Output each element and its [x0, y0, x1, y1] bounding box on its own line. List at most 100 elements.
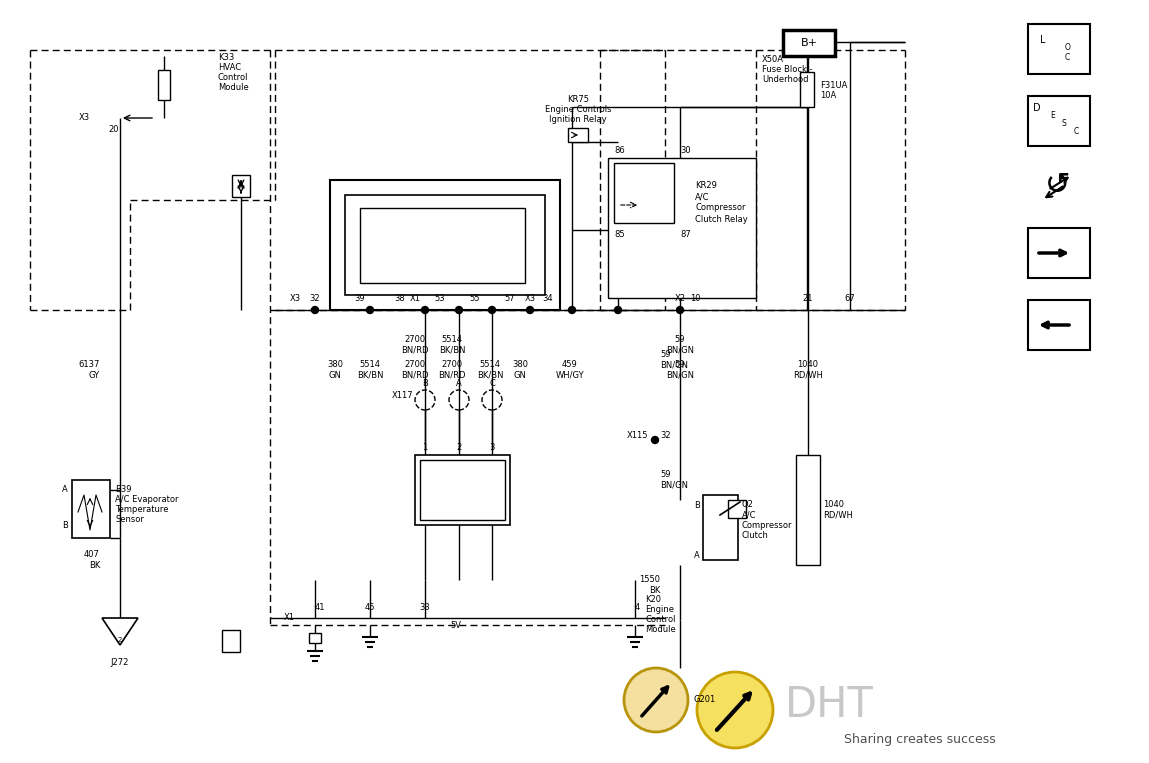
Text: 1550
BK: 1550 BK: [639, 575, 660, 594]
Text: 4: 4: [635, 603, 640, 612]
Circle shape: [624, 668, 688, 732]
Text: 85: 85: [614, 230, 625, 239]
Text: Clutch Relay: Clutch Relay: [695, 214, 748, 224]
Text: A: A: [62, 485, 68, 494]
Text: C: C: [489, 379, 495, 388]
Text: 2700
BN/RD: 2700 BN/RD: [401, 335, 429, 355]
Text: 1040
RD/WH: 1040 RD/WH: [793, 360, 823, 380]
Text: 39: 39: [355, 294, 365, 303]
Bar: [345, 195, 545, 295]
Text: B+: B+: [801, 38, 817, 48]
Text: X115: X115: [626, 430, 648, 439]
Text: Underhood: Underhood: [762, 76, 809, 85]
Text: E: E: [1050, 111, 1055, 121]
Text: Module: Module: [645, 626, 676, 635]
Text: 407
BK: 407 BK: [84, 550, 100, 570]
Text: 2700
BN/RD: 2700 BN/RD: [401, 360, 429, 380]
Circle shape: [569, 307, 576, 314]
Text: A: A: [694, 550, 700, 559]
Text: Engine Controls: Engine Controls: [545, 105, 611, 114]
Text: A: A: [456, 379, 462, 388]
Bar: [796, 455, 820, 565]
Text: X1: X1: [284, 613, 295, 623]
Text: Temperature: Temperature: [115, 506, 169, 514]
Bar: [1028, 96, 1090, 146]
Text: 34: 34: [542, 294, 554, 303]
Text: Q2: Q2: [742, 501, 754, 510]
Circle shape: [422, 307, 429, 314]
Bar: [232, 175, 250, 197]
Text: S: S: [1062, 120, 1066, 128]
Text: 33: 33: [419, 603, 431, 612]
Circle shape: [455, 307, 463, 314]
Circle shape: [488, 307, 495, 314]
Text: X3: X3: [79, 114, 90, 123]
Text: 59
BN/GN: 59 BN/GN: [666, 360, 694, 380]
Text: A/C Evaporator: A/C Evaporator: [115, 495, 178, 504]
Text: 459
WH/GY: 459 WH/GY: [556, 360, 585, 380]
Circle shape: [697, 672, 773, 748]
Bar: [330, 180, 560, 310]
Text: 5514
BK/BN: 5514 BK/BN: [356, 360, 384, 380]
Text: J272: J272: [110, 658, 129, 667]
Text: B39: B39: [115, 485, 131, 494]
Text: C: C: [1074, 127, 1079, 137]
Text: 380
GN: 380 GN: [512, 360, 529, 380]
Text: 10A: 10A: [820, 91, 836, 99]
Bar: [72, 480, 110, 538]
Text: Module: Module: [218, 83, 248, 92]
Text: 5514
BK/BN: 5514 BK/BN: [477, 360, 503, 380]
Text: Ignition Relay: Ignition Relay: [549, 115, 607, 124]
Text: Clutch: Clutch: [742, 530, 769, 539]
Text: 67: 67: [845, 294, 855, 303]
Text: 30: 30: [680, 146, 691, 155]
Text: C: C: [1065, 53, 1070, 63]
Text: B: B: [62, 520, 68, 530]
Bar: [421, 460, 506, 520]
Text: L: L: [1040, 35, 1046, 45]
Bar: [614, 163, 674, 223]
Text: Sharing creates success: Sharing creates success: [845, 733, 996, 746]
Text: B: B: [422, 379, 427, 388]
Circle shape: [367, 307, 373, 314]
Text: 86: 86: [614, 146, 625, 155]
Text: KR75: KR75: [566, 95, 589, 105]
Text: 2700
BN/RD: 2700 BN/RD: [438, 360, 465, 380]
Circle shape: [311, 307, 318, 314]
Text: 1: 1: [423, 443, 427, 452]
Text: 59
BN/GN: 59 BN/GN: [660, 470, 688, 490]
Circle shape: [615, 307, 622, 314]
Text: 59
BN/GN: 59 BN/GN: [660, 350, 688, 370]
Text: O: O: [1065, 43, 1071, 53]
Bar: [1028, 228, 1090, 278]
Text: K33: K33: [218, 53, 234, 63]
Text: 380
GN: 380 GN: [327, 360, 344, 380]
Text: G201: G201: [693, 696, 715, 704]
Text: X50A: X50A: [762, 56, 784, 65]
Text: 21: 21: [803, 294, 813, 303]
Text: Fuse Block -: Fuse Block -: [762, 66, 812, 75]
Text: Engine: Engine: [645, 606, 674, 614]
Bar: [782, 30, 835, 56]
Text: 1040
RD/WH: 1040 RD/WH: [823, 501, 853, 520]
Text: A/C: A/C: [695, 192, 709, 201]
Text: 53: 53: [434, 294, 446, 303]
Text: 5514
BK/BN: 5514 BK/BN: [439, 335, 465, 355]
Bar: [800, 72, 813, 107]
Text: X117: X117: [392, 391, 412, 400]
Bar: [360, 208, 525, 283]
Text: 32: 32: [310, 294, 321, 303]
Text: X1: X1: [409, 294, 421, 303]
Text: B: B: [694, 501, 700, 510]
Text: 38: 38: [394, 294, 406, 303]
Bar: [222, 630, 240, 652]
Text: D: D: [1033, 103, 1041, 113]
Bar: [309, 633, 321, 643]
Text: X3: X3: [290, 294, 301, 303]
Polygon shape: [102, 618, 138, 645]
Bar: [159, 70, 170, 100]
Text: 32: 32: [660, 430, 671, 439]
Bar: [703, 495, 738, 560]
Bar: [415, 455, 510, 525]
Text: Compressor: Compressor: [742, 520, 793, 530]
